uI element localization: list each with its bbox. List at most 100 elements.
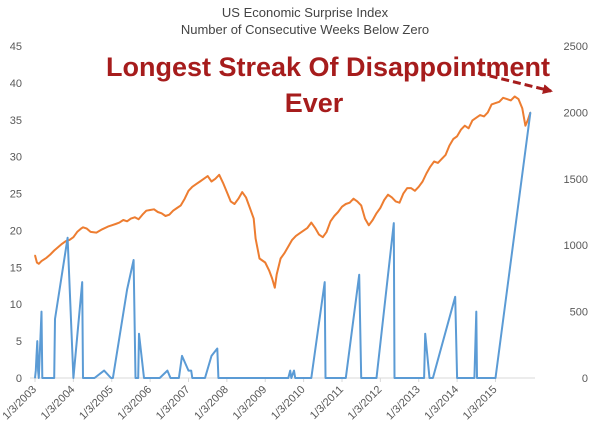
series-line [34, 112, 532, 379]
data-point [141, 214, 143, 216]
data-point [126, 220, 128, 222]
data-point [464, 125, 466, 127]
x-tick-label: 1/3/2008 [192, 384, 231, 423]
left-tick-label: 30 [10, 152, 22, 164]
data-point [445, 154, 447, 156]
data-point [456, 135, 458, 137]
data-point [138, 218, 140, 220]
data-point [222, 182, 224, 184]
data-point [41, 377, 43, 379]
data-point [37, 370, 39, 372]
data-point [199, 180, 201, 183]
data-point [460, 129, 462, 131]
data-point [111, 224, 113, 226]
data-point [217, 377, 219, 379]
data-point [494, 102, 497, 104]
data-point [81, 281, 83, 283]
data-point [379, 207, 381, 209]
data-point [184, 198, 186, 200]
data-point [93, 377, 96, 379]
data-point [356, 200, 358, 202]
data-point [195, 377, 197, 379]
data-point [35, 370, 37, 372]
data-point [517, 98, 520, 100]
data-point [437, 162, 439, 164]
data-point [80, 228, 82, 230]
data-point [398, 202, 401, 204]
data-point [314, 227, 316, 229]
data-point [36, 340, 38, 342]
data-point [241, 191, 243, 193]
data-point [352, 198, 355, 200]
data-point [38, 377, 40, 379]
data-point [38, 263, 40, 265]
data-point [476, 377, 478, 379]
data-point [289, 370, 291, 372]
data-point [40, 260, 43, 262]
data-point [107, 226, 109, 228]
chart-title: US Economic Surprise Index [222, 5, 389, 20]
x-tick-label: 1/3/2011 [308, 384, 346, 422]
data-point [324, 281, 326, 283]
data-point [414, 190, 416, 192]
data-point [210, 355, 213, 357]
data-point [410, 187, 412, 189]
data-point [287, 245, 289, 248]
data-point [422, 180, 424, 183]
data-point [293, 370, 295, 372]
data-point [258, 257, 261, 260]
data-point [393, 222, 395, 224]
data-point [294, 377, 296, 379]
data-point [203, 178, 205, 180]
data-point [441, 158, 443, 160]
data-point [491, 103, 493, 105]
data-point [207, 175, 209, 177]
data-point [422, 377, 424, 379]
data-point [326, 231, 328, 233]
data-point [137, 377, 139, 379]
right-axis: 0 500 1000 1500 2000 2500 [564, 41, 588, 385]
data-point [253, 218, 255, 220]
data-point [344, 377, 346, 379]
data-point [494, 377, 497, 379]
data-point [178, 377, 180, 379]
data-point [364, 218, 366, 220]
data-point [510, 99, 512, 101]
left-tick-label: 15 [10, 262, 22, 274]
data-point [164, 215, 167, 217]
left-tick-label: 45 [10, 41, 22, 53]
data-point [249, 207, 251, 209]
left-tick-label: 35 [10, 115, 22, 127]
data-point [169, 377, 172, 379]
data-point [372, 219, 374, 221]
data-point [86, 228, 88, 230]
data-point [280, 257, 282, 260]
data-point [395, 200, 397, 202]
data-point [166, 370, 168, 372]
data-point [126, 288, 128, 291]
right-tick-label: 1500 [564, 174, 588, 186]
annotation-line-2: Ever [285, 88, 344, 118]
data-point [61, 243, 63, 245]
data-point [72, 377, 74, 379]
data-point [432, 377, 434, 379]
data-point [322, 236, 324, 238]
data-point [448, 145, 450, 147]
data-point [90, 231, 92, 233]
data-point [464, 377, 466, 379]
data-point [406, 187, 408, 189]
data-point [191, 377, 193, 379]
data-point [271, 277, 273, 279]
x-tick-label: 1/3/2013 [384, 384, 423, 423]
x-tick-label: 1/3/2015 [461, 384, 500, 423]
x-tick-label: 1/3/2010 [269, 384, 308, 423]
data-point [368, 224, 370, 226]
data-point [180, 204, 182, 206]
right-tick-label: 2500 [564, 41, 588, 53]
right-tick-label: 0 [582, 373, 588, 385]
data-point [157, 211, 159, 213]
data-point [195, 183, 197, 185]
data-point [502, 97, 504, 99]
data-point [168, 214, 170, 216]
data-point [383, 199, 385, 201]
